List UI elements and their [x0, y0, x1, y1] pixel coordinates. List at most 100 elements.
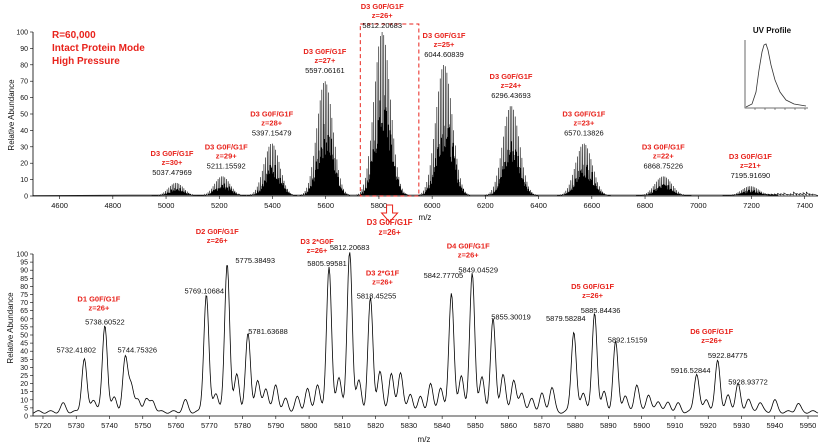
top-y-tick-label: 10 — [20, 177, 28, 184]
annotation-species: D3 G0F/G1F — [562, 110, 605, 119]
top-y-tick-label: 0 — [24, 194, 28, 201]
bottom-x-tick-label: 5740 — [101, 421, 118, 430]
species-label-charge: z=26+ — [582, 291, 603, 300]
top-x-tick-label: 7000 — [690, 201, 707, 210]
zoom-arrow-shape — [380, 204, 399, 223]
species-label-charge: z=26+ — [207, 236, 228, 245]
zoom-header-species: D3 G0F/G1F — [367, 218, 413, 227]
top-y-tick-label: 90 — [20, 46, 28, 53]
zoomed-spectrum-trace — [32, 252, 819, 414]
annotation-mz-value: 5397.15479 — [252, 129, 292, 138]
top-y-tick-label: 80 — [20, 62, 28, 69]
top-y-tick-label: 100 — [16, 30, 28, 37]
annotation-charge: z=27+ — [314, 56, 335, 65]
species-label-charge: z=26+ — [458, 251, 479, 260]
top-x-tick-label: 5400 — [264, 201, 281, 210]
uv-profile-trace — [745, 43, 807, 108]
info-line-mode: Intact Protein Mode — [52, 43, 145, 54]
bottom-y-tick-label: 90 — [20, 268, 28, 275]
uv-profile-title: UV Profile — [753, 26, 792, 35]
annotation-species: D3 G0F/G1F — [250, 110, 293, 119]
peak-value-label: 5855.30019 — [491, 313, 531, 322]
peak-value-label: 5781.63688 — [248, 327, 288, 336]
bottom-x-tick-label: 5840 — [434, 421, 451, 430]
uv-profile-axes — [744, 40, 808, 109]
species-label-name: D5 G0F/G1F — [571, 282, 614, 291]
info-line-resolution: R=60,000 — [52, 30, 96, 41]
top-x-tick-label: 4600 — [51, 201, 68, 210]
species-label-name: D3 2*G0F — [300, 237, 334, 246]
peak-value-label: 5892.15159 — [608, 335, 648, 344]
annotation-charge: z=23+ — [573, 119, 594, 128]
bottom-x-tick-label: 5720 — [35, 421, 52, 430]
species-label-charge: z=26+ — [88, 304, 109, 313]
peak-value-label: 5849.04529 — [458, 266, 498, 275]
bottom-y-tick-label: 95 — [20, 260, 28, 267]
top-x-axis-label: m/z — [419, 213, 432, 222]
bottom-y-tick-label: 40 — [20, 349, 28, 356]
annotation-species: D3 G0F/G1F — [303, 47, 346, 56]
bottom-y-tick-label: 60 — [20, 316, 28, 323]
bottom-y-tick-label: 65 — [20, 308, 28, 315]
annotation-mz-value: 5812.20683 — [362, 21, 402, 30]
top-axes: 0 10 20 30 40 50 60 70 80 90 100 4600 4800 5000 5200 54… — [16, 30, 818, 210]
bottom-y-tick-label: 35 — [20, 357, 28, 364]
bottom-x-tick-label: 5870 — [534, 421, 551, 430]
annotation-mz-value: 6044.60839 — [424, 50, 464, 59]
annotation-species: D3 G0F/G1F — [361, 2, 404, 11]
bottom-x-tick-label: 5820 — [367, 421, 384, 430]
top-x-tick-label: 6200 — [477, 201, 494, 210]
bottom-x-tick-label: 5790 — [267, 421, 284, 430]
bottom-x-tick-label: 5940 — [766, 421, 783, 430]
bottom-x-tick-label: 5860 — [500, 421, 517, 430]
species-label-charge: z=26+ — [701, 336, 722, 345]
peak-value-label: 5922.84775 — [708, 351, 748, 360]
peak-value-label: 5916.52844 — [671, 366, 711, 375]
peak-value-label: 5805.99581 — [307, 259, 347, 268]
bottom-x-tick-label: 5810 — [334, 421, 351, 430]
species-label-name: D3 2*G1F — [366, 269, 400, 278]
annotation-mz-value: 6296.43693 — [491, 91, 531, 100]
bottom-y-tick-label: 75 — [20, 292, 28, 299]
top-x-tick-label: 6000 — [424, 201, 441, 210]
annotation-charge: z=21+ — [740, 161, 761, 170]
top-x-tick-label: 6600 — [583, 201, 600, 210]
bottom-y-tick-label: 15 — [20, 389, 28, 396]
annotation-species: D3 G0F/G1F — [151, 149, 194, 158]
top-x-tick-label: 5000 — [158, 201, 175, 210]
annotation-mz-value: 7195.91690 — [731, 171, 771, 180]
top-y-tick-label: 40 — [20, 128, 28, 135]
species-label-charge: z=26+ — [372, 278, 393, 287]
top-y-tick-label: 30 — [20, 144, 28, 151]
info-line-pressure: High Pressure — [52, 56, 120, 67]
top-y-tick-label: 20 — [20, 161, 28, 168]
annotation-charge: z=29+ — [216, 151, 237, 160]
species-label-name: D6 G0F/G1F — [690, 327, 733, 336]
bottom-x-tick-label: 5920 — [700, 421, 717, 430]
annotation-mz-value: 6570.13826 — [564, 129, 604, 138]
annotation-charge: z=24+ — [501, 81, 522, 90]
zoom-window-box — [359, 23, 420, 197]
peak-value-label: 5775.38493 — [235, 256, 275, 265]
top-x-tick-label: 5800 — [371, 201, 388, 210]
annotation-mz-value: 5597.06161 — [305, 66, 345, 75]
full-spectrum-panel: 0 10 20 30 40 50 60 70 80 90 100 4600 4800 5000 5200 54… — [7, 2, 819, 222]
zoom-header-charge: z=26+ — [378, 228, 401, 237]
bottom-x-tick-label: 5760 — [168, 421, 185, 430]
bottom-x-tick-label: 5800 — [301, 421, 318, 430]
peak-value-label: 5738.60522 — [85, 318, 125, 327]
bottom-y-tick-label: 50 — [20, 333, 28, 340]
peak-value-label: 5812.20683 — [330, 243, 370, 252]
top-y-tick-label: 50 — [20, 112, 28, 119]
species-label-name: D2 G0F/G1F — [196, 227, 239, 236]
annotation-species: D3 G0F/G1F — [423, 31, 466, 40]
bottom-y-tick-label: 70 — [20, 300, 28, 307]
bottom-y-tick-label: 0 — [24, 414, 28, 421]
bottom-y-tick-label: 85 — [20, 276, 28, 283]
annotation-species: D3 G0F/G1F — [205, 142, 248, 151]
peak-value-label: 5732.41802 — [56, 346, 96, 355]
bottom-y-tick-label: 45 — [20, 341, 28, 348]
bottom-y-axis-label: Relative Abundance — [6, 292, 15, 364]
